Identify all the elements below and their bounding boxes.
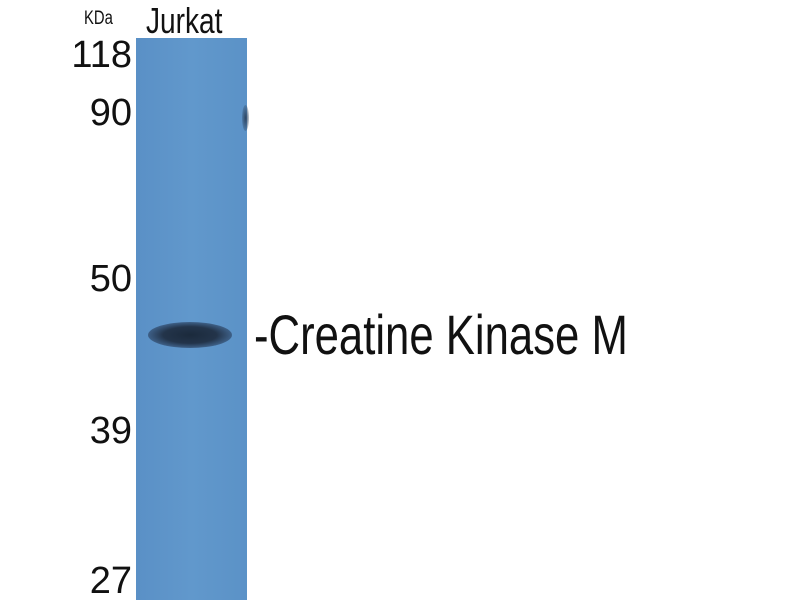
unit-label: KDa <box>84 8 113 29</box>
marker-27: 27 <box>89 560 132 602</box>
marker-39: 39 <box>89 410 132 452</box>
lane-label: Jurkat <box>146 0 223 41</box>
band-label: -Creatine Kinase M <box>254 303 628 366</box>
blot-lane <box>136 38 247 600</box>
marker-50: 50 <box>89 258 132 300</box>
marker-118: 118 <box>71 34 132 76</box>
blot-artifact <box>242 105 249 131</box>
marker-90: 90 <box>89 92 132 134</box>
protein-band <box>148 322 232 348</box>
